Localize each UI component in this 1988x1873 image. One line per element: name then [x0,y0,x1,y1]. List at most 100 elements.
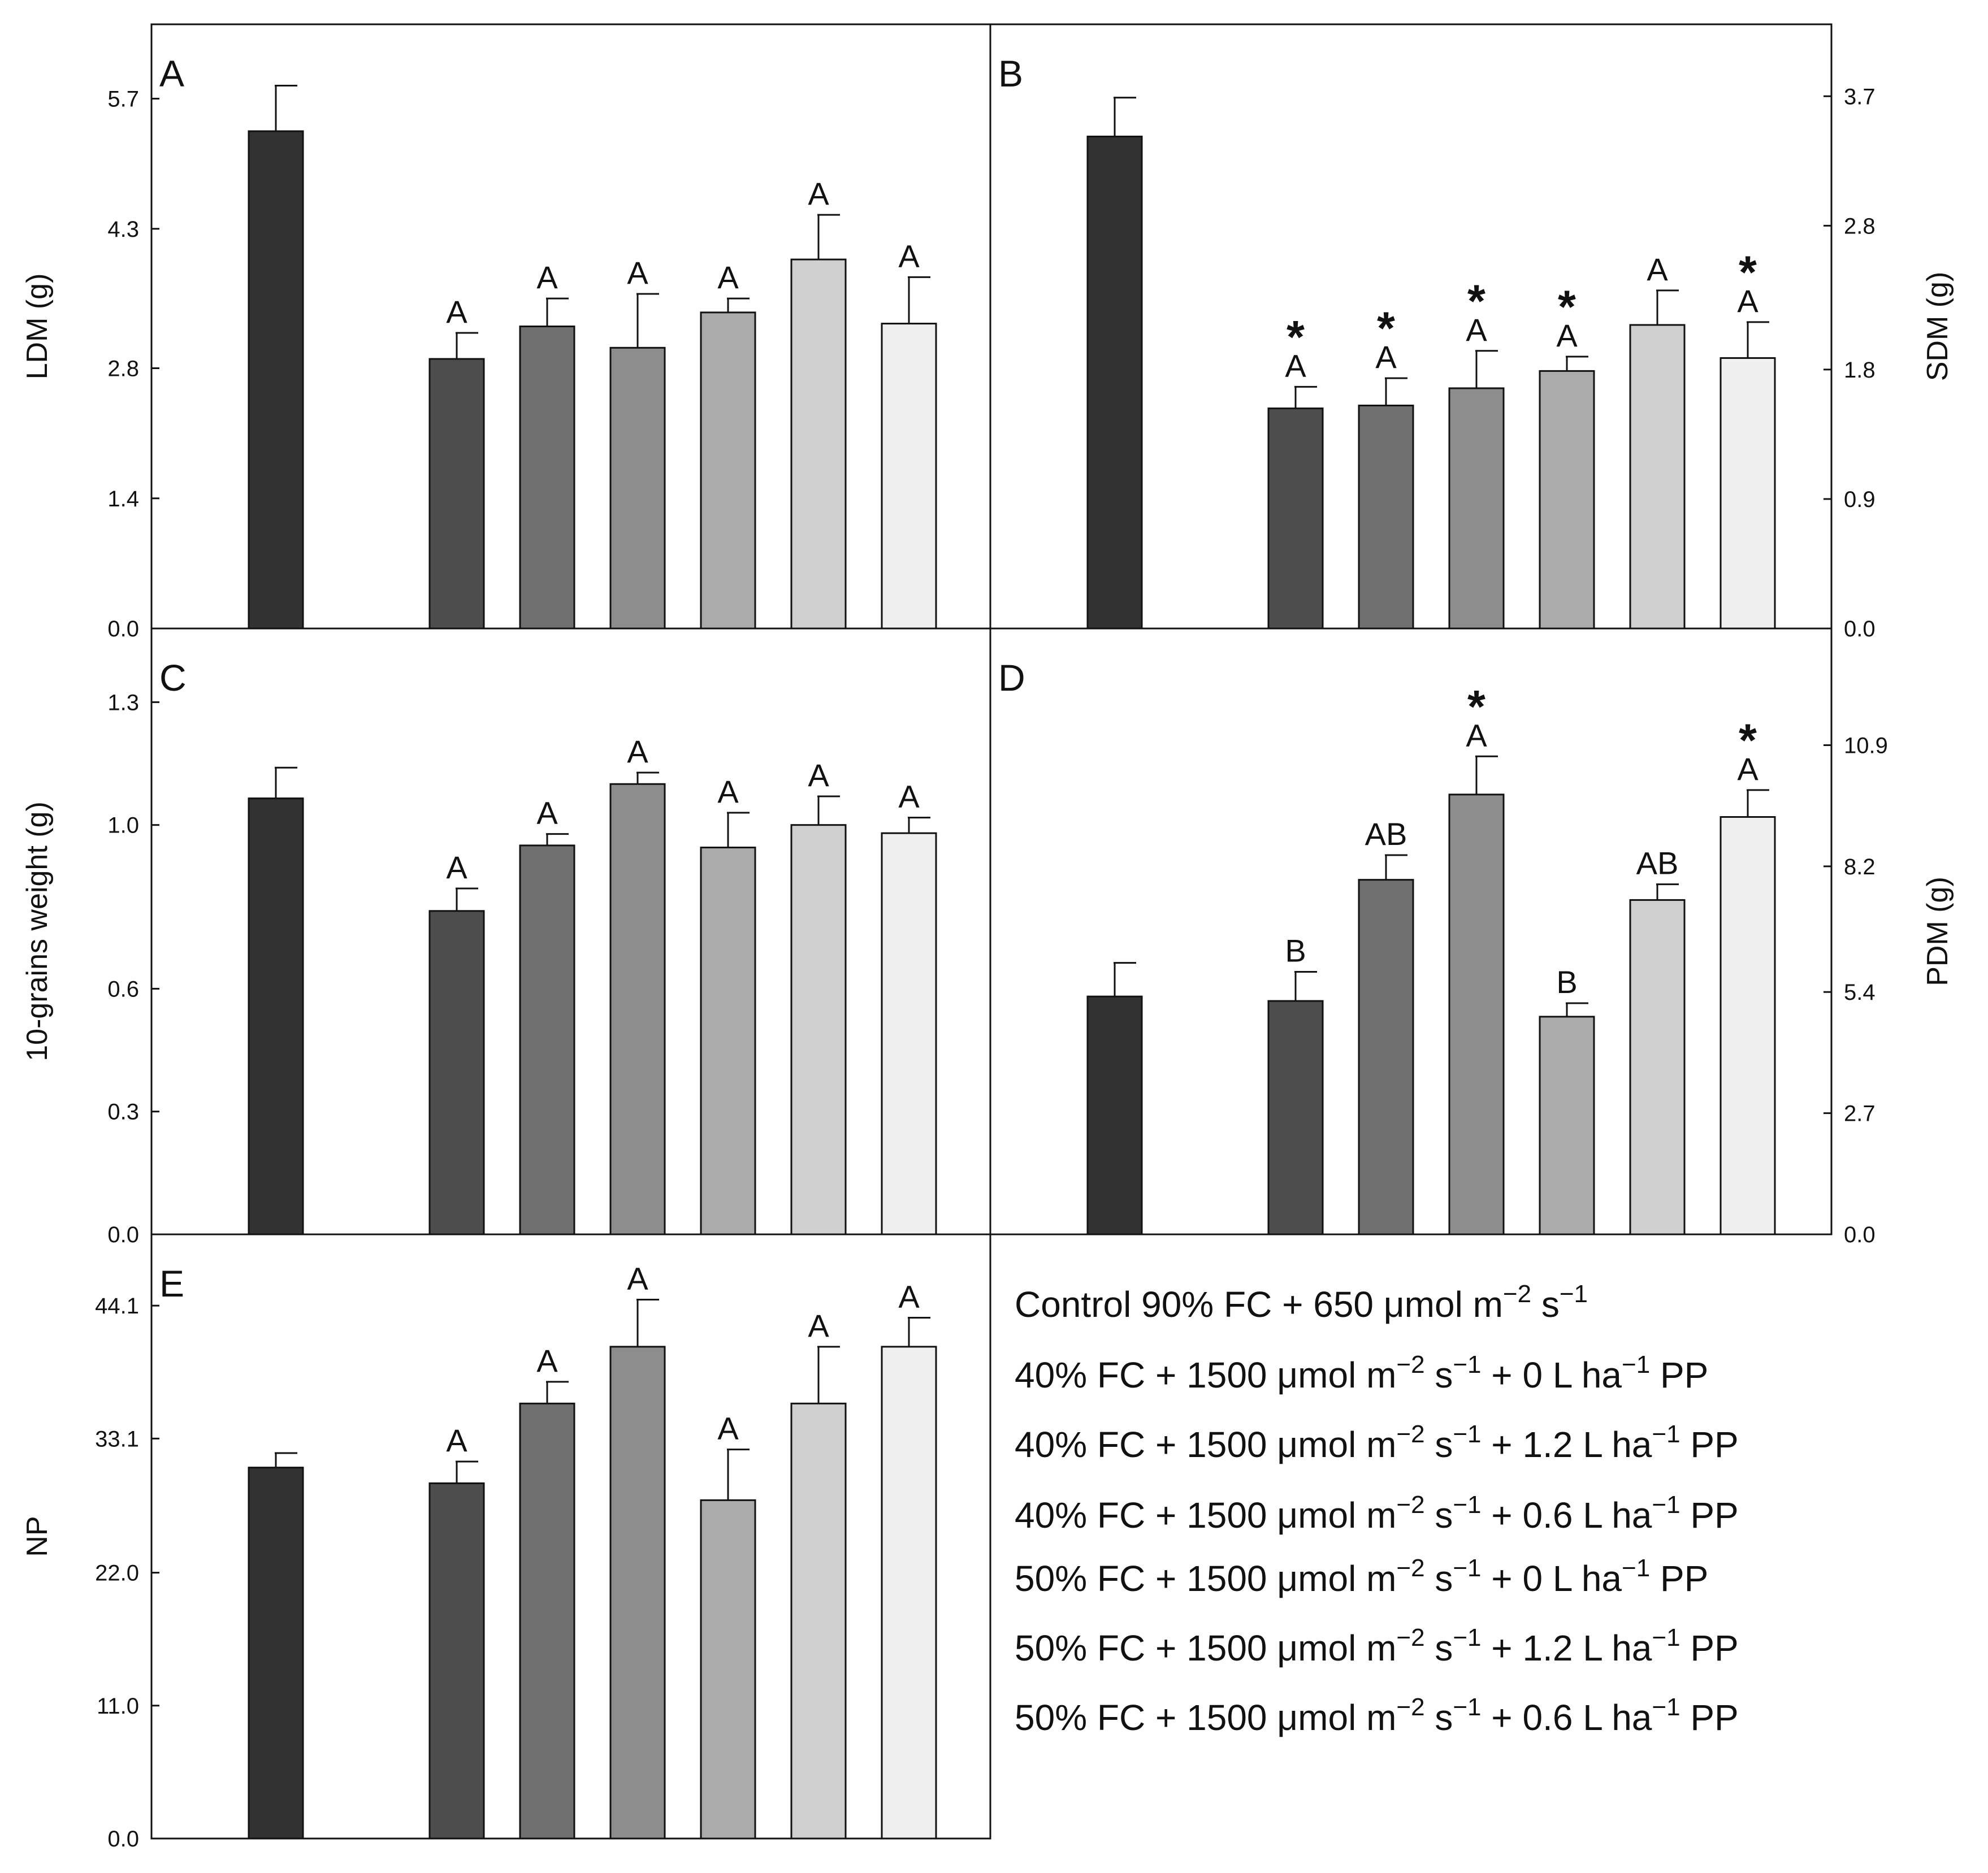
bar [881,323,937,630]
legend-entry: 50% FC + 1500 μmol m−2 s−1 + 1.2 L ha−1 … [1015,1624,1739,1668]
significance-letter: A [536,795,558,831]
significance-letter: A [898,238,920,274]
legend-superscript: −1 [1652,1491,1680,1519]
legend-superscript: −1 [1453,1554,1481,1582]
significance-letter: A [808,1308,829,1343]
legend-text: + 0 L ha [1482,1558,1622,1599]
bar [1720,357,1776,630]
significance-letter: A [1375,339,1397,375]
legend-entry: 40% FC + 1500 μmol m−2 s−1 + 0.6 L ha−1 … [1015,1491,1739,1536]
y-tick-label: 1.3 [107,690,139,715]
y-tick-label: 1.4 [107,487,139,511]
significance-star: * [1287,311,1305,363]
legend-text: m [1366,1558,1396,1599]
legend-text: m [1366,1628,1396,1668]
bar [881,1346,937,1840]
bar [519,844,575,1235]
significance-star: * [1739,247,1757,298]
y-tick-label: 5.4 [1844,980,1876,1005]
significance-letter: A [1737,751,1759,787]
y-tick-label: 1.8 [1844,358,1876,383]
y-tick-label: 10.9 [1844,733,1888,758]
legend-superscript: −2 [1396,1554,1424,1582]
y-tick-label: 33.1 [95,1427,139,1451]
significance-letter: A [808,757,829,793]
legend-text: + 0.6 L ha [1482,1495,1652,1536]
bar [519,1402,575,1840]
legend-text: s [1425,1424,1453,1465]
legend-superscript: −2 [1396,1693,1424,1721]
y-tick-label: 11.0 [97,1694,139,1719]
legend-text: m [1366,1495,1396,1536]
significance-letter: B [1556,964,1577,1000]
legend-superscript: −2 [1396,1491,1424,1519]
legend-superscript: −2 [1503,1280,1531,1308]
panel-e: E 0.0 11.0 22.0 33.1 44.1 NP A A A A A A [21,1233,991,1852]
bar [790,1402,847,1840]
legend-superscript: −2 [1396,1351,1424,1378]
legend-text: PP [1681,1495,1739,1536]
y-tick-label: 4.3 [107,217,139,242]
significance-letter: AB [1636,846,1679,881]
significance-letter: A [446,1423,467,1458]
legend-text: m [1473,1284,1503,1325]
y-axis-title: SDM (g) [1921,272,1954,381]
legend-text: PP [1681,1628,1739,1668]
legend-text: s [1425,1558,1453,1599]
legend-text: m [1366,1355,1396,1395]
significance-letter: A [717,774,739,809]
bar [1539,370,1595,630]
bar [1267,407,1324,630]
legend-entry: 40% FC + 1500 μmol m−2 s−1 + 0 L ha−1 PP [1015,1351,1708,1395]
bar [609,346,666,630]
significance-letter: A [536,1343,558,1378]
bar [519,326,575,630]
legend-entry: 40% FC + 1500 μmol m−2 s−1 + 1.2 L ha−1 … [1015,1420,1739,1465]
panel-letter: D [998,657,1025,699]
legend-text: s [1425,1355,1453,1395]
legend-text: + 1.2 L ha [1482,1628,1652,1668]
significance-letter: A [627,1260,648,1296]
y-tick-label: 2.8 [107,357,139,381]
bar [1629,899,1686,1235]
legend-entry: 50% FC + 1500 μmol m−2 s−1 + 0.6 L ha−1 … [1015,1693,1739,1738]
y-tick-label: 8.2 [1844,855,1876,879]
y-tick-label: 0.9 [1844,487,1876,512]
legend-text: Control 90% FC + 650 μmol [1015,1284,1473,1325]
legend-entry: 50% FC + 1500 μmol m−2 s−1 + 0 L ha−1 PP [1015,1554,1708,1599]
legend-superscript: −1 [1652,1693,1680,1721]
legend-superscript: −1 [1622,1351,1650,1378]
legend-superscript: −1 [1453,1693,1481,1721]
bar [1720,816,1776,1235]
significance-letter: A [446,849,467,885]
legend-superscript: −1 [1453,1420,1481,1448]
y-tick-label: 0.0 [1844,1222,1876,1247]
y-axis-title: NP [21,1516,54,1557]
y-tick-label: 1.0 [107,813,139,838]
legend-text: PP [1681,1697,1739,1738]
significance-letter: A [627,734,648,769]
y-axis-title: PDM (g) [1921,877,1954,986]
significance-letter: A [717,1411,739,1446]
legend-superscript: −1 [1622,1554,1650,1582]
significance-letter: A [446,294,467,329]
bar [790,258,847,630]
bar [248,797,304,1235]
bar [1358,879,1414,1235]
legend-superscript: −1 [1453,1351,1481,1378]
legend-text: s [1531,1284,1560,1325]
significance-letter: A [1647,252,1668,287]
legend-text: m [1366,1697,1396,1738]
bar [1086,136,1143,630]
y-tick-label: 44.1 [95,1294,139,1319]
bar [609,1346,666,1840]
legend-superscript: −1 [1652,1624,1680,1651]
y-tick-label: 0.0 [107,1827,139,1852]
legend-text: + 0 L ha [1482,1355,1622,1395]
bar [248,130,304,630]
y-tick-label: 2.7 [1844,1102,1876,1126]
significance-letter: A [808,176,829,211]
legend-superscript: −2 [1396,1624,1424,1651]
